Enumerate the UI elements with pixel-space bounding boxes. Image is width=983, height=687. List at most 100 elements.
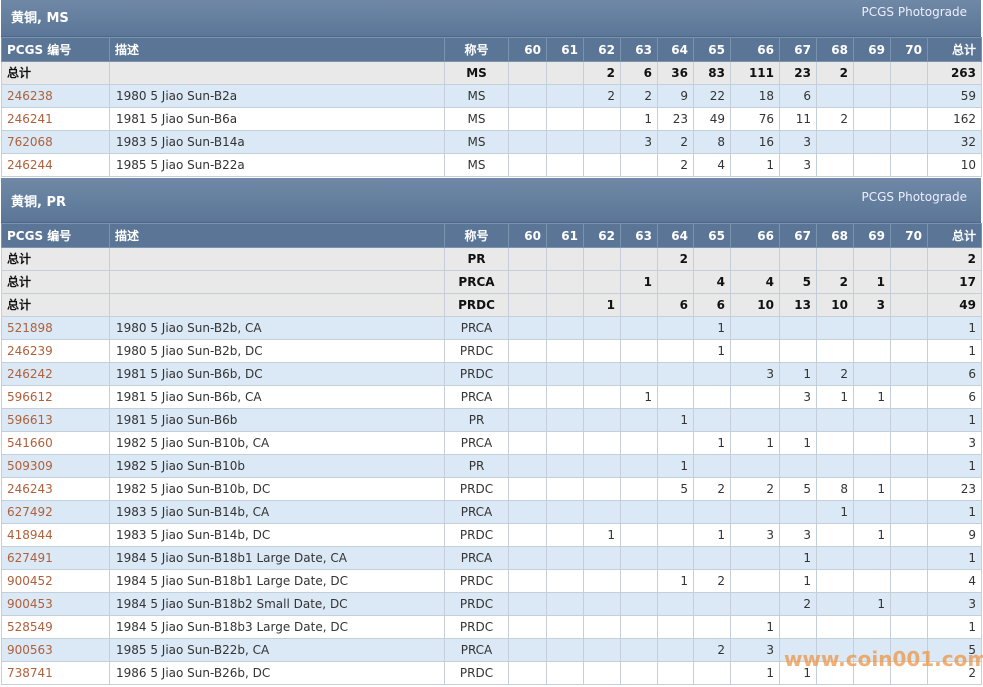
cell [508,247,547,271]
pcgs-number[interactable]: 900452 [1,569,110,593]
cell [620,477,658,501]
pcgs-number[interactable]: 246244 [1,153,110,177]
cell [853,661,891,685]
cell [508,500,547,524]
cell [620,546,658,570]
cell [583,431,621,455]
cell [508,431,547,455]
cell [620,408,658,432]
cell [546,592,584,616]
cell: 4 [693,270,731,294]
column-header: 称号 [444,223,509,248]
grade-table: PCGS 编号 描述 称号 60 61 62 63 64 65 66 67 68 69 70 总计 总计 MS 2… [1,37,982,177]
cell [620,454,658,478]
pcgs-number[interactable]: 246243 [1,477,110,501]
cell [583,569,621,593]
cell [890,247,928,271]
cell: 1 [657,569,694,593]
cell: 32 [927,130,982,154]
cell [583,339,621,363]
cell: 1984 5 Jiao Sun-B18b1 Large Date, DC [109,569,445,593]
cell [620,500,658,524]
cell: 6 [620,61,658,85]
cell [816,84,854,108]
pcgs-number[interactable]: 246241 [1,107,110,131]
cell [508,316,547,340]
cell [890,408,928,432]
cell [693,362,731,386]
column-header: 63 [620,223,658,248]
pcgs-number[interactable]: 627492 [1,500,110,524]
cell: 111 [730,61,780,85]
cell: 5 [927,638,982,662]
cell [508,270,547,294]
cell [583,500,621,524]
cell [693,615,731,639]
cell: 76 [730,107,780,131]
cell [546,107,584,131]
section: 黄铜, PR PCGS Photograde PCGS 编号 描述 称号 60 61 62 63… [1,178,982,685]
cell [546,569,584,593]
cell: 6 [693,293,731,317]
cell [890,477,928,501]
pcgs-number[interactable]: 900453 [1,592,110,616]
pcgs-number[interactable]: 596612 [1,385,110,409]
cell: 2 [657,153,694,177]
cell: 3 [730,523,780,547]
pcgs-number[interactable]: 762068 [1,130,110,154]
cell [853,84,891,108]
cell [693,546,731,570]
coin-row: 246241 1981 5 Jiao Sun-B6a MS 1 23 49 76 11 2 162 [1,107,982,131]
cell [779,316,817,340]
cell [853,431,891,455]
coin-row: 900563 1985 5 Jiao Sun-B22b, CA PRCA 2 3 5 [1,638,982,662]
cell: 1 [779,431,817,455]
cell: 1981 5 Jiao Sun-B6b [109,408,445,432]
pcgs-number[interactable]: 246238 [1,84,110,108]
column-header: 描述 [109,37,445,62]
cell: 1981 5 Jiao Sun-B6b, CA [109,385,445,409]
cell [657,339,694,363]
cell [583,638,621,662]
column-header: 66 [730,37,780,62]
cell: 2 [657,130,694,154]
pcgs-number[interactable]: 246242 [1,362,110,386]
cell: 1 [927,339,982,363]
cell [508,385,547,409]
column-header: 62 [583,37,621,62]
coin-row: 900452 1984 5 Jiao Sun-B18b1 Large Date, … [1,569,982,593]
pcgs-number[interactable]: 246239 [1,339,110,363]
pcgs-number[interactable]: 627491 [1,546,110,570]
pcgs-number[interactable]: 541660 [1,431,110,455]
cell [546,385,584,409]
pcgs-number[interactable]: 528549 [1,615,110,639]
cell [546,454,584,478]
pcgs-number[interactable]: 596613 [1,408,110,432]
cell [546,661,584,685]
pcgs-number[interactable]: 521898 [1,316,110,340]
total-row: 总计 PRDC 1 6 6 10 13 10 3 49 [1,293,982,317]
column-header: 65 [693,37,731,62]
cell: 4 [730,270,780,294]
cell [657,362,694,386]
pcgs-number[interactable]: 418944 [1,523,110,547]
cell: 3 [620,130,658,154]
cell [816,247,854,271]
cell [853,153,891,177]
pcgs-number[interactable]: 900563 [1,638,110,662]
column-header: 70 [890,223,928,248]
cell [853,454,891,478]
cell [546,500,584,524]
cell [508,454,547,478]
cell [816,569,854,593]
cell: 总计 [1,270,110,294]
cell [583,408,621,432]
cell: 1983 5 Jiao Sun-B14a [109,130,445,154]
cell: 1 [730,431,780,455]
cell [890,84,928,108]
pcgs-number[interactable]: 509309 [1,454,110,478]
column-header: PCGS 编号 [1,223,110,248]
pcgs-number[interactable]: 738741 [1,661,110,685]
cell [890,270,928,294]
cell [853,316,891,340]
